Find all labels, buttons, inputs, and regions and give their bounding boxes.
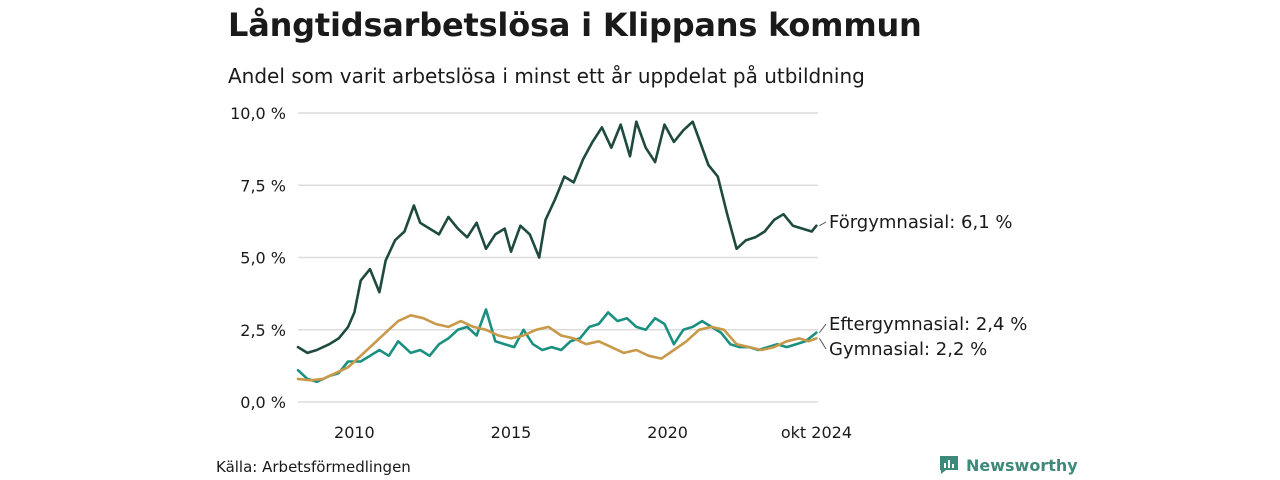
series-line-forgymnasial xyxy=(296,120,818,355)
grid-lines xyxy=(298,112,818,403)
series-line-gymnasial xyxy=(296,313,818,382)
end-label-gymnasial: Gymnasial: 2,2 % xyxy=(829,339,987,360)
end-label-eftergymnasial: Eftergymnasial: 2,4 % xyxy=(829,314,1027,335)
chart-subtitle: Andel som varit arbetslösa i minst ett å… xyxy=(228,64,865,88)
y-axis-ticks: 0,0 % 2,5 % 5,0 % 7,5 % 10,0 % xyxy=(230,104,286,412)
x-axis-ticks: 2010 2015 2020 okt 2024 xyxy=(334,423,852,442)
chart-title: Långtidsarbetslösa i Klippans kommun xyxy=(228,6,922,44)
end-label-leader xyxy=(819,323,827,333)
end-label-leader xyxy=(819,221,827,227)
x-tick-label: 2015 xyxy=(491,423,532,442)
y-tick-label: 10,0 % xyxy=(230,104,286,123)
x-tick-label: okt 2024 xyxy=(781,423,852,442)
y-tick-label: 7,5 % xyxy=(240,176,286,195)
y-tick-label: 5,0 % xyxy=(240,249,286,268)
series-lines xyxy=(296,120,818,384)
series-line-eftergymnasial xyxy=(296,308,818,384)
y-tick-label: 0,0 % xyxy=(240,393,286,412)
brand-logo: Newsworthy xyxy=(938,454,1078,476)
end-label-forgymnasial: Förgymnasial: 6,1 % xyxy=(829,212,1013,233)
newsworthy-logo-icon xyxy=(940,456,958,474)
brand-name: Newsworthy xyxy=(966,455,1078,475)
series-end-labels: Förgymnasial: 6,1 % Eftergymnasial: 2,4 %… xyxy=(819,212,1027,360)
end-label-leader xyxy=(819,338,827,350)
x-tick-label: 2010 xyxy=(334,423,375,442)
x-tick-label: 2020 xyxy=(647,423,688,442)
source-note: Källa: Arbetsförmedlingen xyxy=(216,458,411,476)
y-tick-label: 2,5 % xyxy=(240,321,286,340)
